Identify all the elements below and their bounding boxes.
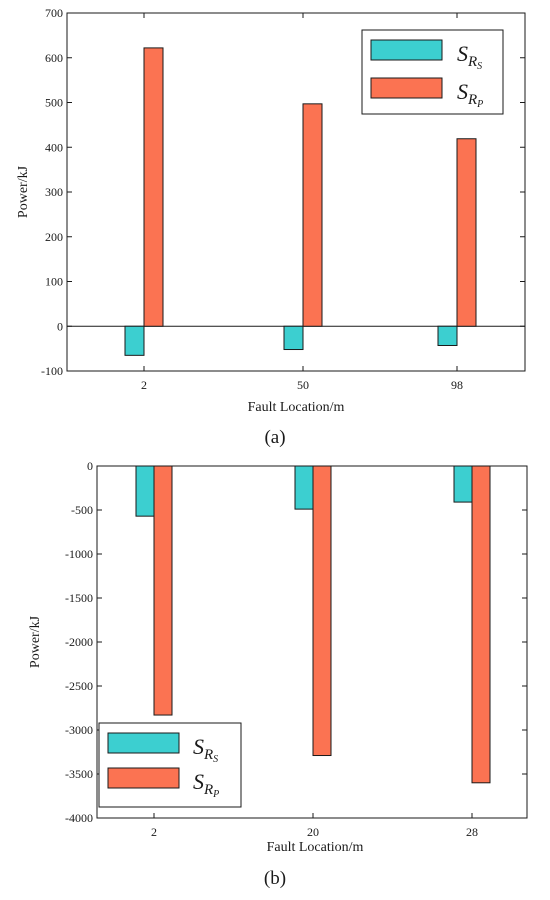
legend-subscript-s: S [477, 61, 482, 72]
y-tick-label: -500 [71, 503, 93, 517]
bar-srp-98 [456, 138, 477, 327]
bars-b [135, 465, 491, 784]
y-tick-label: -3500 [65, 767, 93, 781]
x-tick-label: 28 [466, 825, 478, 839]
y-axis-a: -100 0 100 200 300 400 500 600 700 [41, 6, 525, 378]
legend-subscript-p: P [476, 99, 483, 110]
bar-srs-20 [294, 465, 314, 510]
bar-srp-2 [143, 47, 164, 327]
x-axis-a: 2 50 98 [141, 13, 463, 392]
x-tick-label: 20 [307, 825, 319, 839]
legend-label-rs-b: SRS [193, 734, 218, 765]
bar-srs-2 [124, 325, 145, 356]
y-tick-label: 700 [45, 6, 63, 20]
y-tick-label: 0 [57, 319, 63, 333]
legend-label-rp-a: SRP [457, 79, 483, 110]
x-axis-b: 2 20 28 [151, 466, 478, 839]
legend-symbol-r: R [467, 54, 477, 70]
y-tick-label: -100 [41, 364, 63, 378]
x-axis-title-b: Fault Location/m [267, 840, 364, 855]
legend-symbol-r: R [203, 747, 213, 763]
y-tick-label: -3000 [65, 723, 93, 737]
bar-srs-28 [453, 465, 473, 503]
bar-srp-50 [302, 103, 323, 327]
x-tick-label: 2 [151, 825, 157, 839]
legend-a: SRS SRP [361, 29, 504, 115]
bar-srs-2 [135, 465, 155, 517]
y-tick-label: 400 [45, 140, 63, 154]
y-axis-title-a: Power/kJ [16, 165, 31, 218]
y-tick-label: -1000 [65, 547, 93, 561]
bar-srs-98 [437, 325, 458, 346]
legend-symbol-r: R [203, 782, 213, 798]
y-tick-label: 200 [45, 230, 63, 244]
legend-subscript-s: S [213, 754, 218, 765]
y-tick-label: -4000 [65, 811, 93, 825]
legend-symbol-s: S [457, 41, 468, 66]
bar-srs-50 [283, 325, 304, 351]
x-tick-label: 50 [297, 378, 309, 392]
legend-symbol-r: R [467, 92, 477, 108]
legend-swatch-rs-a [370, 39, 443, 61]
y-tick-label: -1500 [65, 591, 93, 605]
y-axis-title-b: Power/kJ [28, 615, 43, 668]
bar-srp-2 [153, 465, 173, 716]
y-tick-label: 600 [45, 51, 63, 65]
y-tick-label: 500 [45, 96, 63, 110]
y-tick-label: -2000 [65, 635, 93, 649]
caption-b: (b) [264, 868, 286, 889]
x-tick-label: 98 [451, 378, 463, 392]
panel-b: 0 -500 -1000 -1500 -2000 -2500 -3000 -3500 -4000… [28, 459, 528, 889]
legend-subscript-p: P [212, 789, 219, 800]
y-tick-label: 300 [45, 185, 63, 199]
y-tick-label: 0 [87, 459, 93, 473]
x-axis-title-a: Fault Location/m [248, 400, 345, 415]
bars-a [124, 47, 477, 356]
y-tick-label: -2500 [65, 679, 93, 693]
legend-symbol-s: S [193, 734, 204, 759]
legend-label-rp-b: SRP [193, 769, 219, 800]
legend-symbol-s: S [457, 79, 468, 104]
bar-srp-20 [312, 465, 332, 757]
panel-a: -100 0 100 200 300 400 500 600 700 2 50 98 Power/k… [16, 6, 526, 448]
y-tick-label: 100 [45, 275, 63, 289]
legend-swatch-rs-b [107, 732, 180, 754]
legend-swatch-rp-b [107, 767, 180, 789]
legend-symbol-s: S [193, 769, 204, 794]
legend-b: SRS SRP [98, 722, 242, 808]
bar-srp-28 [471, 465, 491, 784]
legend-label-rs-a: SRS [457, 41, 482, 72]
y-axis-b: 0 -500 -1000 -1500 -2000 -2500 -3000 -3500 -4000 [65, 459, 527, 825]
x-tick-label: 2 [141, 378, 147, 392]
caption-a: (a) [264, 427, 285, 448]
legend-swatch-rp-a [370, 77, 443, 99]
